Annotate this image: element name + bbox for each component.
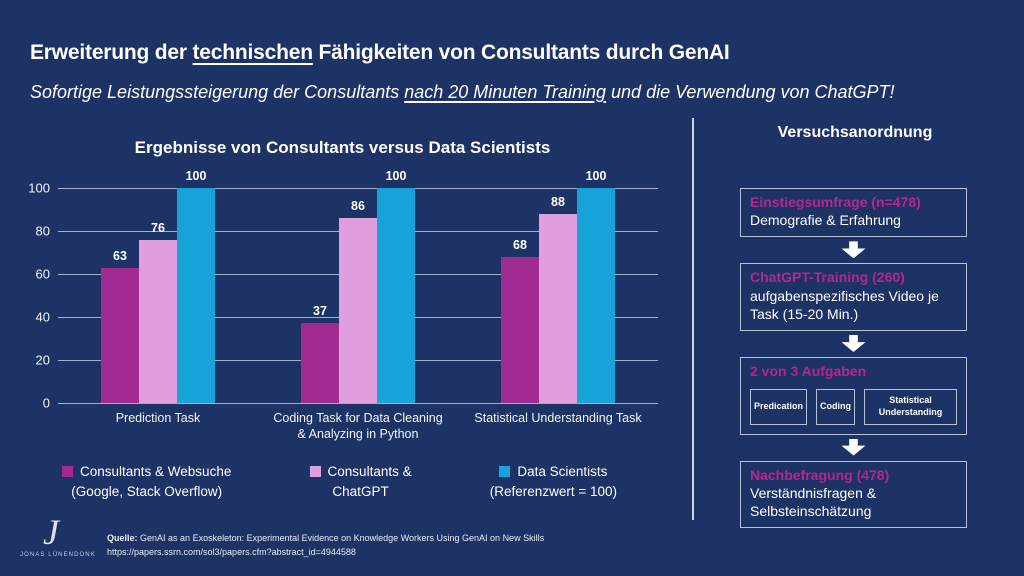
title-underlined-text: technischen xyxy=(192,41,314,65)
flow-box-chatgpt-training: ChatGPT-Training (260) aufgabenspezifisc… xyxy=(740,263,967,331)
slide-subtitle: Sofortige Leistungssteigerung der Consul… xyxy=(30,82,895,103)
bar-value-label: 100 xyxy=(185,169,207,183)
bar: 100 xyxy=(577,169,615,403)
bar-value-label: 100 xyxy=(585,169,607,183)
bar-value-label: 76 xyxy=(151,220,165,235)
bar: 100 xyxy=(177,169,215,403)
y-tick-label: 0 xyxy=(42,395,50,411)
legend-label: Consultants & xyxy=(327,464,412,479)
flow-box-body: Verständnisfragen & Selbsteinschätzung xyxy=(750,484,877,519)
bar: 68 xyxy=(501,238,539,403)
flow-box-nachbefragung: Nachbefragung (478) Verständnisfragen & … xyxy=(740,460,967,529)
bar-value-label: 100 xyxy=(385,169,407,183)
title-text-rest: Fähigkeiten von Consultants durch GenAI xyxy=(312,41,730,65)
subtitle-text-rest: und die Verwendung von ChatGPT! xyxy=(606,82,895,102)
y-tick-label: 100 xyxy=(28,180,50,196)
y-tick-label: 20 xyxy=(35,352,50,368)
down-arrow-icon xyxy=(841,438,866,456)
logo-name: JONAS LÜNENDONK xyxy=(20,552,96,558)
source-line: Quelle: GenAI as an Exoskeleton: Experim… xyxy=(107,532,544,546)
bar-group: 37 86 100 xyxy=(301,169,415,403)
legend-item: Data Scientists (Referenzwert = 100) xyxy=(490,462,617,501)
bar-value-label: 68 xyxy=(513,237,527,252)
flow-box-aufgaben: 2 von 3 Aufgaben Predication Coding Stat… xyxy=(740,356,967,435)
bar: 37 xyxy=(301,304,339,403)
bar-value-label: 88 xyxy=(551,194,565,209)
chart-legend: Consultants & Websuche (Google, Stack Ov… xyxy=(62,462,617,501)
down-arrow-icon xyxy=(841,334,866,352)
task-box-statistical-understanding: Statistical Understanding xyxy=(864,389,957,425)
flow-box-einstiegsumfrage: Einstiegsumfrage (n=478) Demografie & Er… xyxy=(740,188,967,238)
bar: 63 xyxy=(101,249,139,403)
plot-area: 63 76 100 37 86 100 68 88 100 xyxy=(58,169,658,404)
legend-item: Consultants & Websuche (Google, Stack Ov… xyxy=(62,462,231,501)
bar: 86 xyxy=(339,199,377,403)
bar: 88 xyxy=(539,195,577,403)
legend-label: Data Scientists xyxy=(517,464,608,479)
y-tick-label: 80 xyxy=(35,223,50,239)
flow-box-title: Nachbefragung (478) xyxy=(750,466,890,483)
x-axis-labels: Prediction Task Coding Task for Data Cle… xyxy=(58,410,658,443)
y-tick-label: 60 xyxy=(35,266,50,282)
bar-group: 68 88 100 xyxy=(501,169,615,403)
bars-row: 63 76 100 37 86 100 68 88 100 xyxy=(58,169,658,403)
gridline xyxy=(58,188,658,189)
y-axis: 0 20 40 60 80 100 xyxy=(20,181,50,411)
task-box-coding: Coding xyxy=(816,389,856,425)
task-row: Predication Coding Statistical Understan… xyxy=(750,389,957,425)
x-tick-label: Coding Task for Data Cleaning & Analyzin… xyxy=(273,411,443,442)
x-tick-label: Statistical Understanding Task xyxy=(474,411,642,425)
bar-value-label: 63 xyxy=(113,248,127,263)
experiment-heading: Versuchsanordnung xyxy=(777,124,933,141)
bar: 76 xyxy=(139,221,177,403)
flow-box-title: Einstiegsumfrage (n=478) xyxy=(750,194,921,210)
legend-item: Consultants & ChatGPT xyxy=(309,462,412,501)
legend-swatch-pink xyxy=(309,466,321,478)
bar-value-label: 86 xyxy=(351,199,365,214)
logo: J JONAS LÜNENDONK xyxy=(20,512,96,558)
down-arrow-icon xyxy=(841,241,866,259)
legend-label: Consultants & Websuche xyxy=(80,464,232,479)
gridline xyxy=(58,403,658,404)
legend-label-line2: ChatGPT xyxy=(332,483,389,499)
vertical-divider xyxy=(692,118,694,520)
flow-box-body: aufgabenspezifisches Video je Task (15-2… xyxy=(750,287,939,322)
chart-title: Ergebnisse von Consultants versus Data S… xyxy=(134,138,551,158)
task-box-predication: Predication xyxy=(750,389,808,425)
subtitle-underlined-text: nach 20 Minuten Training xyxy=(404,82,607,102)
flow-box-body: Demografie & Erfahrung xyxy=(750,212,901,229)
legend-swatch-blue xyxy=(499,466,511,478)
experiment-flow: Einstiegsumfrage (n=478) Demografie & Er… xyxy=(740,188,967,529)
bar-value-label: 37 xyxy=(313,304,327,319)
bar-group: 63 76 100 xyxy=(101,169,215,403)
legend-label-line2: (Referenzwert = 100) xyxy=(489,483,617,499)
title-text: Erweiterung der xyxy=(30,41,193,65)
source-text: GenAI as an Exoskeleton: Experimental Ev… xyxy=(140,533,545,543)
bar-chart: 0 20 40 60 80 100 63 76 100 37 86 100 68 88 100 xyxy=(20,169,665,411)
source-label: Quelle: xyxy=(107,533,138,543)
flow-box-title: ChatGPT-Training (260) xyxy=(750,269,905,286)
source-url-link[interactable]: https://papers.ssrn.com/sol3/papers.cfm?… xyxy=(107,546,356,557)
experiment-panel: Versuchsanordnung Einstiegsumfrage (n=47… xyxy=(694,118,1016,529)
logo-j-monogram: J xyxy=(43,512,59,552)
subtitle-text: Sofortige Leistungssteigerung der Consul… xyxy=(30,82,405,102)
bar: 100 xyxy=(377,169,415,403)
source-note: Quelle: GenAI as an Exoskeleton: Experim… xyxy=(107,532,544,560)
slide-title: Erweiterung der technischen Fähigkeiten … xyxy=(30,41,730,65)
x-tick-label: Prediction Task xyxy=(115,411,201,425)
y-tick-label: 40 xyxy=(35,309,50,325)
legend-swatch-magenta xyxy=(62,466,73,478)
flow-box-title: 2 von 3 Aufgaben xyxy=(750,362,867,379)
legend-label-line2: (Google, Stack Overflow) xyxy=(71,483,223,499)
